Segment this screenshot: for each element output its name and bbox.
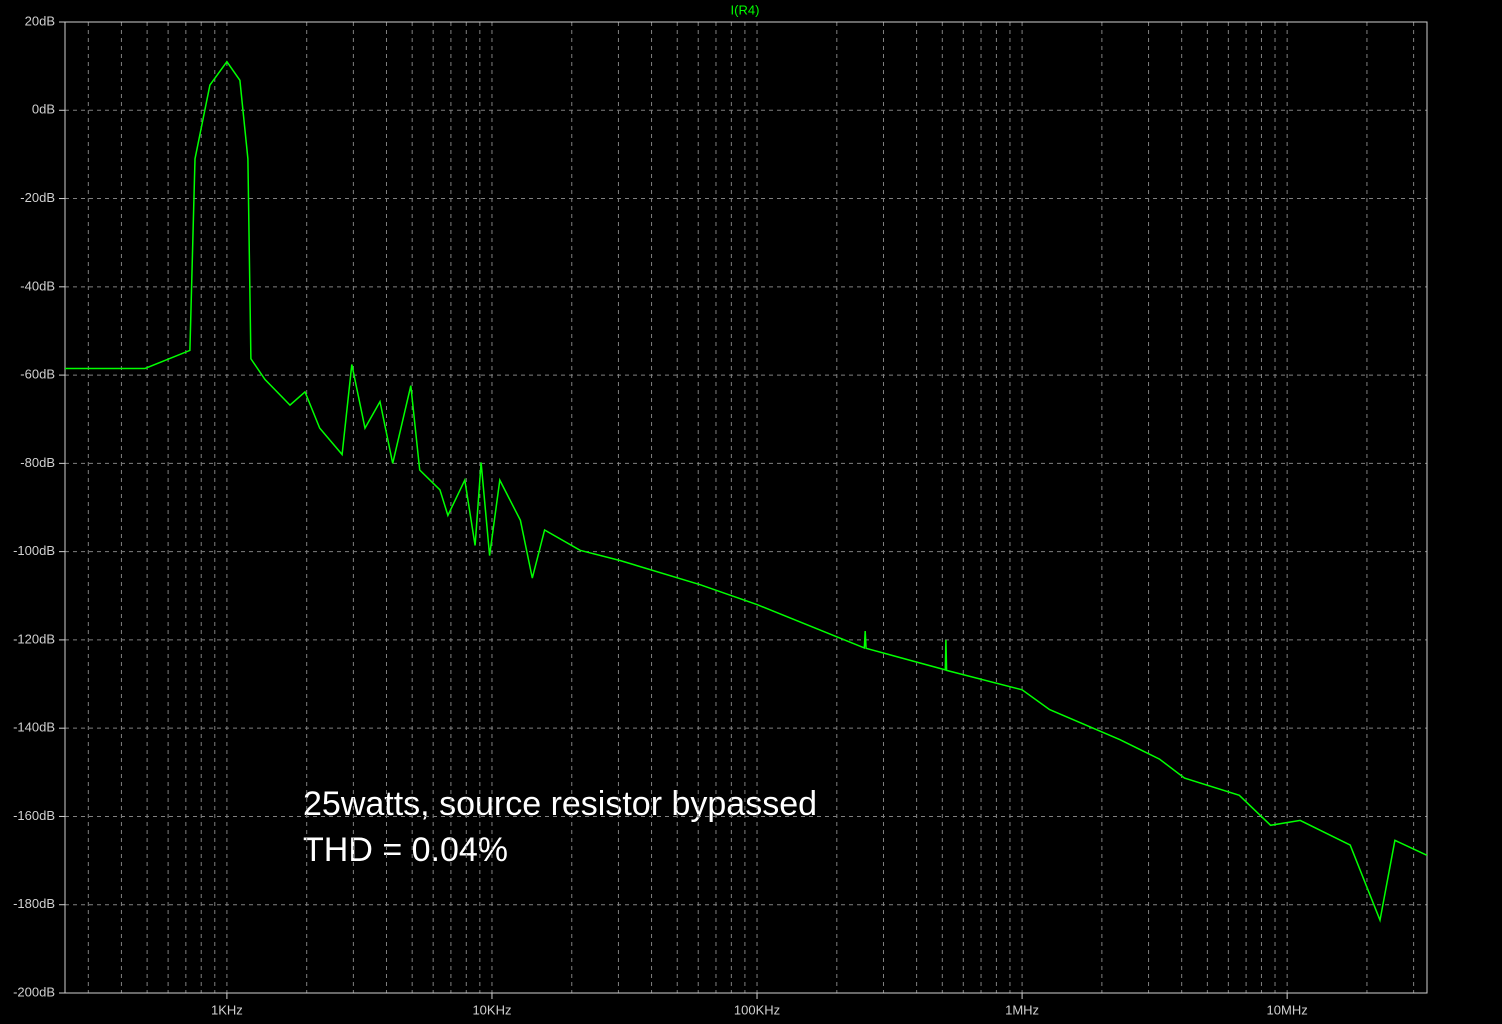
y-tick-label: -80dB (20, 455, 55, 470)
x-tick-label: 1MHz (1005, 1002, 1039, 1017)
series-line (65, 60, 1428, 923)
y-tick-label: -60dB (20, 367, 55, 382)
y-tick-label: -120dB (13, 631, 55, 646)
y-tick-label: -40dB (20, 278, 55, 293)
y-tick-label: -200dB (13, 984, 55, 999)
y-tick-label: -100dB (13, 543, 55, 558)
plot-frame (64, 21, 1428, 994)
y-tick-label: -160dB (13, 808, 55, 823)
y-tick-label: 0dB (32, 102, 55, 117)
y-tick-label: 20dB (25, 13, 55, 28)
x-tick-label: 10MHz (1267, 1002, 1308, 1017)
y-tick-label: -180dB (13, 896, 55, 911)
annotation: 25watts, source resistor bypassed (303, 785, 817, 823)
chart-title: I(R4) (731, 2, 760, 17)
x-tick-label: 1KHz (211, 1002, 243, 1017)
y-tick-label: -140dB (13, 720, 55, 735)
x-tick-label: 10KHz (472, 1002, 511, 1017)
y-tick-label: -20dB (20, 190, 55, 205)
x-tick-label: 100KHz (734, 1002, 780, 1017)
annotation: THD = 0.04% (303, 831, 508, 869)
